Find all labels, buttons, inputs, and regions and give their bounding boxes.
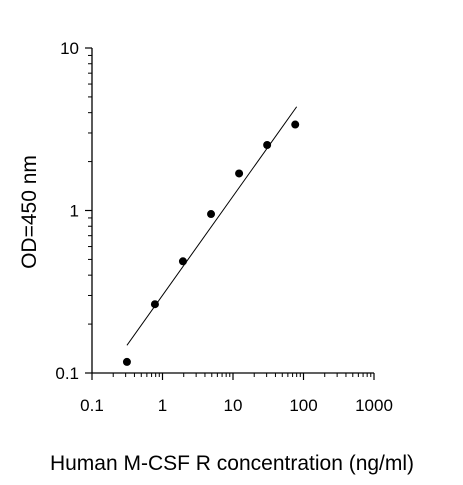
- data-point: [263, 140, 272, 149]
- y-axis-title: OD=450 nm: [18, 155, 41, 269]
- data-point: [291, 120, 300, 129]
- y-tick-label: 0.1: [55, 364, 79, 383]
- data-points-layer: [122, 120, 300, 366]
- x-tick-label: 100: [289, 396, 317, 415]
- data-point: [122, 357, 131, 366]
- fit-line-layer: [126, 106, 298, 346]
- x-axis-title: Human M-CSF R concentration (ng/ml): [50, 452, 414, 475]
- data-point: [235, 169, 244, 178]
- tick-labels-layer: 0.1 1 10 100 1000 0.1 1 10: [55, 39, 393, 415]
- x-tick-label: 10: [224, 396, 243, 415]
- data-point: [207, 210, 216, 219]
- y-tick-label: 1: [70, 202, 79, 221]
- data-point: [178, 257, 187, 266]
- y-tick-label: 10: [60, 39, 79, 58]
- ticks-layer: [85, 47, 375, 380]
- axes-layer: [91, 48, 374, 374]
- data-point: [150, 300, 159, 309]
- x-tick-label: 0.1: [80, 396, 104, 415]
- x-tick-label: 1000: [355, 396, 393, 415]
- fit-line: [126, 106, 298, 346]
- x-tick-label: 1: [158, 396, 167, 415]
